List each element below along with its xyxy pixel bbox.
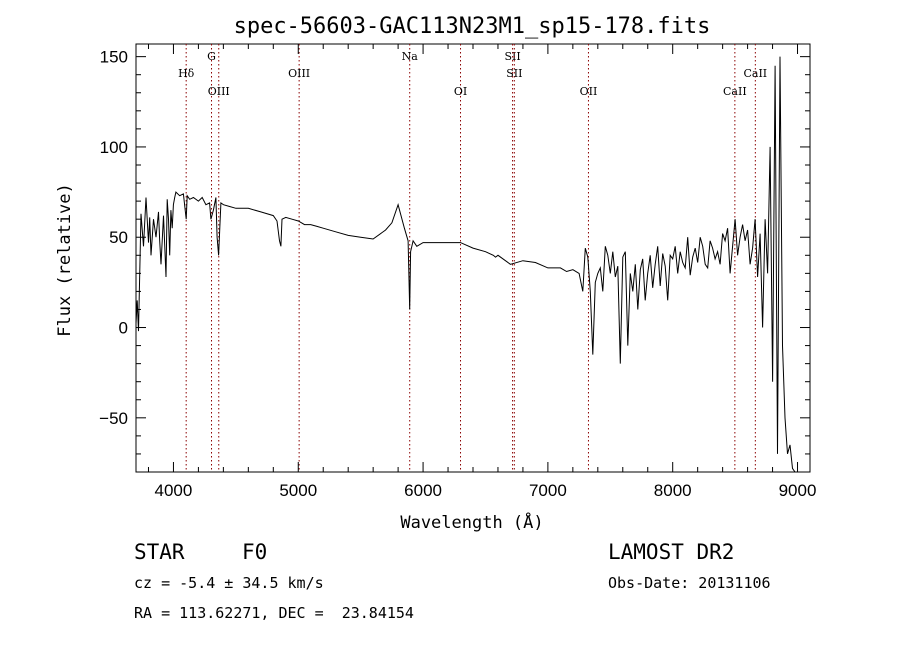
axes: 4000 5000 6000 7000 8000 9000 −50 0 50 100 150 — [99, 44, 816, 500]
y-tick-label: −50 — [99, 409, 128, 428]
line-marker-label: OIII — [208, 85, 230, 98]
object-class: STAR — [134, 540, 185, 564]
chart-title: spec-56603-GAC113N23M1_sp15-178.fits — [234, 14, 711, 39]
line-marker-label: CaII — [723, 85, 747, 98]
coordinates-readout: RA = 113.62271, DEC = 23.84154 — [134, 604, 414, 622]
x-tick-label: 6000 — [404, 481, 442, 500]
emission-line-markers: Hδ G OIII OIII Na OI SII SII OII CaII CaII — [178, 44, 767, 472]
line-marker-label: Hδ — [178, 67, 195, 80]
observation-date: Obs-Date: 20131106 — [608, 574, 771, 592]
line-marker-label: G — [207, 50, 216, 63]
y-tick-label: 150 — [100, 48, 128, 67]
line-marker-label: OIII — [288, 67, 310, 80]
line-marker-label: Na — [402, 50, 419, 63]
x-tick-label: 5000 — [279, 481, 317, 500]
x-tick-label: 7000 — [529, 481, 567, 500]
x-axis-label: Wavelength (Å) — [400, 511, 543, 533]
object-subclass: F0 — [242, 540, 268, 564]
x-tick-label: 4000 — [155, 481, 193, 500]
x-tick-label: 8000 — [654, 481, 692, 500]
y-tick-label: 50 — [109, 228, 128, 247]
y-tick-label: 0 — [119, 319, 128, 338]
survey-name: LAMOST DR2 — [608, 540, 735, 564]
y-tick-label: 100 — [100, 138, 128, 157]
redshift-readout: cz = -5.4 ± 34.5 km/s — [134, 574, 324, 592]
x-tick-label: 9000 — [779, 481, 817, 500]
line-marker-label: CaII — [743, 67, 767, 80]
y-axis-label: Flux (relative) — [55, 183, 75, 337]
line-marker-label: OI — [454, 85, 467, 98]
spectrum-line — [135, 56, 798, 473]
line-marker-label: SII — [504, 50, 520, 63]
line-marker-label: OII — [580, 85, 598, 98]
line-marker-label: SII — [506, 67, 522, 80]
